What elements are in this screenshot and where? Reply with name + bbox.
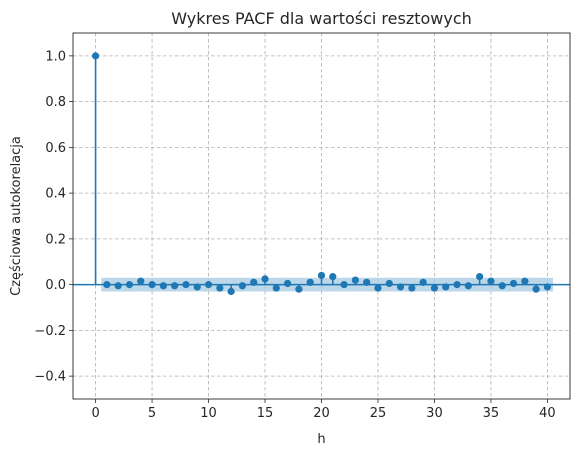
- marker-lag-2: [114, 282, 122, 290]
- y-tick-label: 0.0: [45, 278, 66, 293]
- x-tick-label: 25: [370, 406, 387, 421]
- grid: [73, 33, 570, 399]
- marker-lag-10: [204, 281, 213, 289]
- marker-lag-32: [453, 281, 461, 289]
- marker-layer: [91, 52, 552, 296]
- x-tick-label: 15: [257, 406, 274, 421]
- marker-lag-35: [487, 277, 495, 285]
- marker-lag-6: [159, 282, 167, 290]
- marker-lag-17: [284, 279, 292, 288]
- chart-title: Wykres PACF dla wartości resztowych: [171, 9, 472, 28]
- y-tick-label: 1.0: [45, 49, 66, 64]
- marker-lag-5: [148, 281, 156, 289]
- x-tick-label: 20: [313, 406, 330, 421]
- x-tick-label: 40: [539, 406, 556, 421]
- marker-lag-36: [498, 282, 506, 290]
- marker-lag-13: [238, 282, 247, 290]
- x-tick-label: 35: [483, 406, 500, 421]
- marker-lag-3: [125, 281, 134, 289]
- marker-lag-30: [430, 284, 439, 292]
- x-tick-label: 10: [200, 406, 217, 421]
- marker-lag-31: [442, 283, 450, 291]
- marker-lag-8: [182, 281, 190, 289]
- marker-lag-26: [385, 279, 393, 288]
- marker-lag-20: [317, 271, 326, 280]
- marker-lag-11: [216, 284, 224, 292]
- marker-lag-14: [250, 278, 258, 286]
- marker-lag-27: [396, 283, 405, 291]
- marker-lag-39: [532, 285, 540, 293]
- marker-lag-21: [329, 273, 337, 281]
- x-axis-label: h: [317, 432, 325, 447]
- x-tick-label: 30: [426, 406, 443, 421]
- marker-lag-7: [171, 282, 179, 290]
- marker-lag-0: [91, 52, 100, 60]
- y-tick-label: −0.2: [34, 324, 66, 339]
- y-axis-label: Częściowa autokorelacja: [9, 136, 24, 296]
- y-tick-label: 0.4: [45, 187, 66, 202]
- marker-lag-28: [408, 284, 416, 292]
- marker-lag-16: [272, 284, 280, 292]
- marker-lag-12: [227, 287, 235, 296]
- marker-lag-18: [295, 285, 303, 293]
- marker-lag-38: [521, 277, 529, 285]
- marker-lag-25: [374, 284, 382, 292]
- marker-lag-1: [103, 281, 111, 289]
- y-tick-label: −0.4: [34, 370, 66, 385]
- marker-lag-4: [137, 277, 145, 285]
- marker-lag-24: [363, 278, 371, 286]
- y-tick-label: 0.6: [45, 141, 66, 156]
- marker-lag-19: [306, 278, 314, 286]
- marker-lag-15: [261, 275, 269, 283]
- x-tick-label: 5: [148, 406, 156, 421]
- marker-lag-37: [509, 279, 518, 288]
- marker-lag-29: [419, 278, 427, 286]
- marker-lag-23: [351, 276, 359, 284]
- x-tick-label: 0: [91, 406, 99, 421]
- marker-lag-9: [193, 283, 201, 291]
- marker-lag-34: [476, 273, 484, 281]
- y-tick-label: 0.8: [45, 95, 66, 110]
- marker-lag-33: [464, 282, 472, 290]
- tick-layer: 0 5 10 15 20 25 30 35 40 −0.4 −0.2 0.0 0.2 0.4 0.6 0.8 1…: [34, 49, 555, 421]
- marker-lag-22: [340, 281, 348, 289]
- y-tick-label: 0.2: [45, 232, 66, 247]
- marker-lag-40: [543, 283, 552, 291]
